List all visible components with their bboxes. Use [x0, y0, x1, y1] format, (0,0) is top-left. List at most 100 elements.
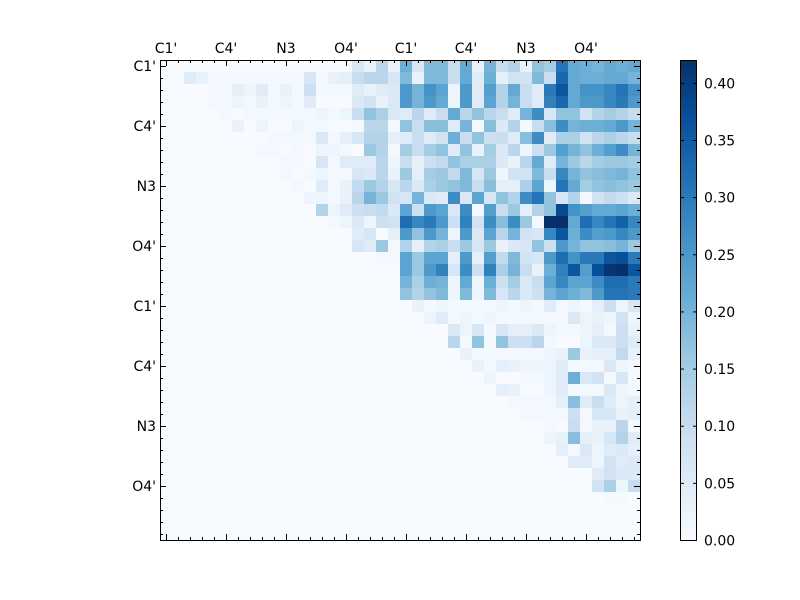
heatmap-cell: [412, 228, 425, 241]
heatmap-cell: [532, 204, 545, 217]
heatmap-cell: [244, 216, 257, 229]
heatmap-cell: [364, 300, 377, 313]
heatmap-cell: [184, 192, 197, 205]
heatmap-cell: [304, 456, 317, 469]
heatmap-cell: [376, 372, 389, 385]
heatmap-cell: [268, 384, 281, 397]
heatmap-cell: [208, 228, 221, 241]
heatmap-cell: [328, 312, 341, 325]
heatmap-cell: [280, 120, 293, 133]
heatmap-cell: [292, 216, 305, 229]
heatmap-cell: [592, 504, 605, 517]
heatmap-cell: [496, 84, 509, 97]
heatmap-cell: [604, 180, 617, 193]
heatmap-cell: [448, 504, 461, 517]
heatmap-cell: [376, 228, 389, 241]
heatmap-cell: [184, 456, 197, 469]
heatmap-cell: [616, 324, 629, 337]
heatmap-cell: [256, 96, 269, 109]
heatmap-cell: [328, 396, 341, 409]
heatmap-cell: [532, 60, 545, 73]
heatmap-cell: [304, 168, 317, 181]
heatmap-cell: [508, 108, 521, 121]
heatmap-cell: [316, 276, 329, 289]
heatmap-cell: [376, 96, 389, 109]
heatmap-cell: [304, 264, 317, 277]
heatmap-cell: [604, 432, 617, 445]
heatmap-cell: [460, 360, 473, 373]
heatmap-cell: [532, 96, 545, 109]
heatmap-cell: [232, 252, 245, 265]
heatmap-cell: [472, 264, 485, 277]
heatmap-cell: [412, 384, 425, 397]
heatmap-cell: [580, 504, 593, 517]
heatmap-cell: [328, 444, 341, 457]
heatmap-cell: [496, 408, 509, 421]
heatmap-cell: [436, 240, 449, 253]
heatmap-cell: [508, 360, 521, 373]
heatmap-cell: [328, 132, 341, 145]
heatmap-cell: [496, 324, 509, 337]
heatmap-cell: [460, 108, 473, 121]
heatmap-cell: [160, 396, 173, 409]
heatmap-cell: [172, 504, 185, 517]
heatmap-cell: [532, 240, 545, 253]
heatmap-cell: [232, 312, 245, 325]
heatmap-cell: [304, 216, 317, 229]
heatmap-cell: [508, 408, 521, 421]
heatmap-cell: [244, 504, 257, 517]
heatmap-cell: [184, 252, 197, 265]
heatmap-cell: [544, 312, 557, 325]
heatmap-cell: [484, 276, 497, 289]
heatmap-cell: [352, 324, 365, 337]
x-tick-label: N3: [276, 41, 295, 57]
heatmap-cell: [472, 288, 485, 301]
heatmap-cell: [520, 252, 533, 265]
heatmap-cell: [472, 384, 485, 397]
heatmap-cell: [244, 156, 257, 169]
heatmap-cell: [328, 228, 341, 241]
heatmap-cell: [424, 480, 437, 493]
heatmap-cell: [292, 516, 305, 529]
heatmap-cell: [556, 288, 569, 301]
heatmap-cell: [508, 336, 521, 349]
heatmap-cell: [340, 84, 353, 97]
heatmap-cell: [568, 336, 581, 349]
colorbar: 0.000.050.100.150.200.250.300.350.40: [680, 60, 735, 550]
heatmap-cell: [280, 456, 293, 469]
heatmap-cell: [172, 372, 185, 385]
heatmap-cell: [556, 528, 569, 541]
heatmap-cell: [232, 84, 245, 97]
heatmap-cell: [592, 168, 605, 181]
heatmap-cell: [316, 384, 329, 397]
heatmap-cell: [568, 276, 581, 289]
heatmap-cell: [292, 288, 305, 301]
heatmap-cell: [232, 432, 245, 445]
heatmap-cell: [388, 216, 401, 229]
heatmap-cell: [424, 456, 437, 469]
heatmap-cell: [208, 384, 221, 397]
heatmap-cell: [340, 444, 353, 457]
heatmap-cell: [616, 288, 629, 301]
heatmap-cell: [352, 228, 365, 241]
heatmap-cell: [580, 144, 593, 157]
heatmap-cell: [400, 240, 413, 253]
heatmap-cell: [592, 432, 605, 445]
heatmap-cell: [184, 360, 197, 373]
heatmap-cell: [256, 180, 269, 193]
heatmap-cell: [160, 132, 173, 145]
heatmap-cell: [472, 252, 485, 265]
heatmap-cell: [448, 84, 461, 97]
heatmap-cell: [628, 516, 641, 529]
heatmap-cell: [484, 384, 497, 397]
heatmap-cell: [388, 204, 401, 217]
heatmap-cell: [628, 324, 641, 337]
heatmap-cell: [196, 372, 209, 385]
heatmap-cell: [364, 492, 377, 505]
heatmap-cell: [424, 156, 437, 169]
heatmap-cell: [304, 408, 317, 421]
heatmap-cell: [580, 336, 593, 349]
heatmap-cell: [520, 60, 533, 73]
heatmap-cell: [520, 96, 533, 109]
heatmap-cell: [532, 228, 545, 241]
